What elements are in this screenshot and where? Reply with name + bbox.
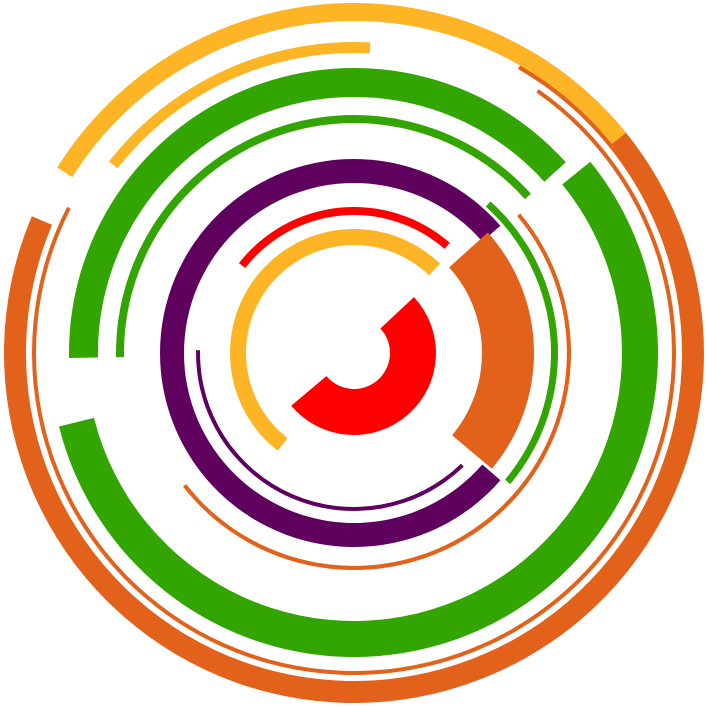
inner-yellow-arc	[229, 228, 441, 451]
top-yellow-arc-outer	[57, 3, 627, 178]
green-arc-wide-lower	[59, 161, 659, 658]
green-arc-thin-right	[485, 201, 558, 485]
inner-red-thin-arc	[238, 206, 450, 269]
green-arc-wide-upper	[68, 67, 566, 358]
top-yellow-arc-inner	[108, 42, 371, 169]
purple-ring-arc	[160, 158, 501, 547]
right-orange-block-arc	[449, 232, 535, 469]
red-core-arc	[291, 297, 436, 435]
